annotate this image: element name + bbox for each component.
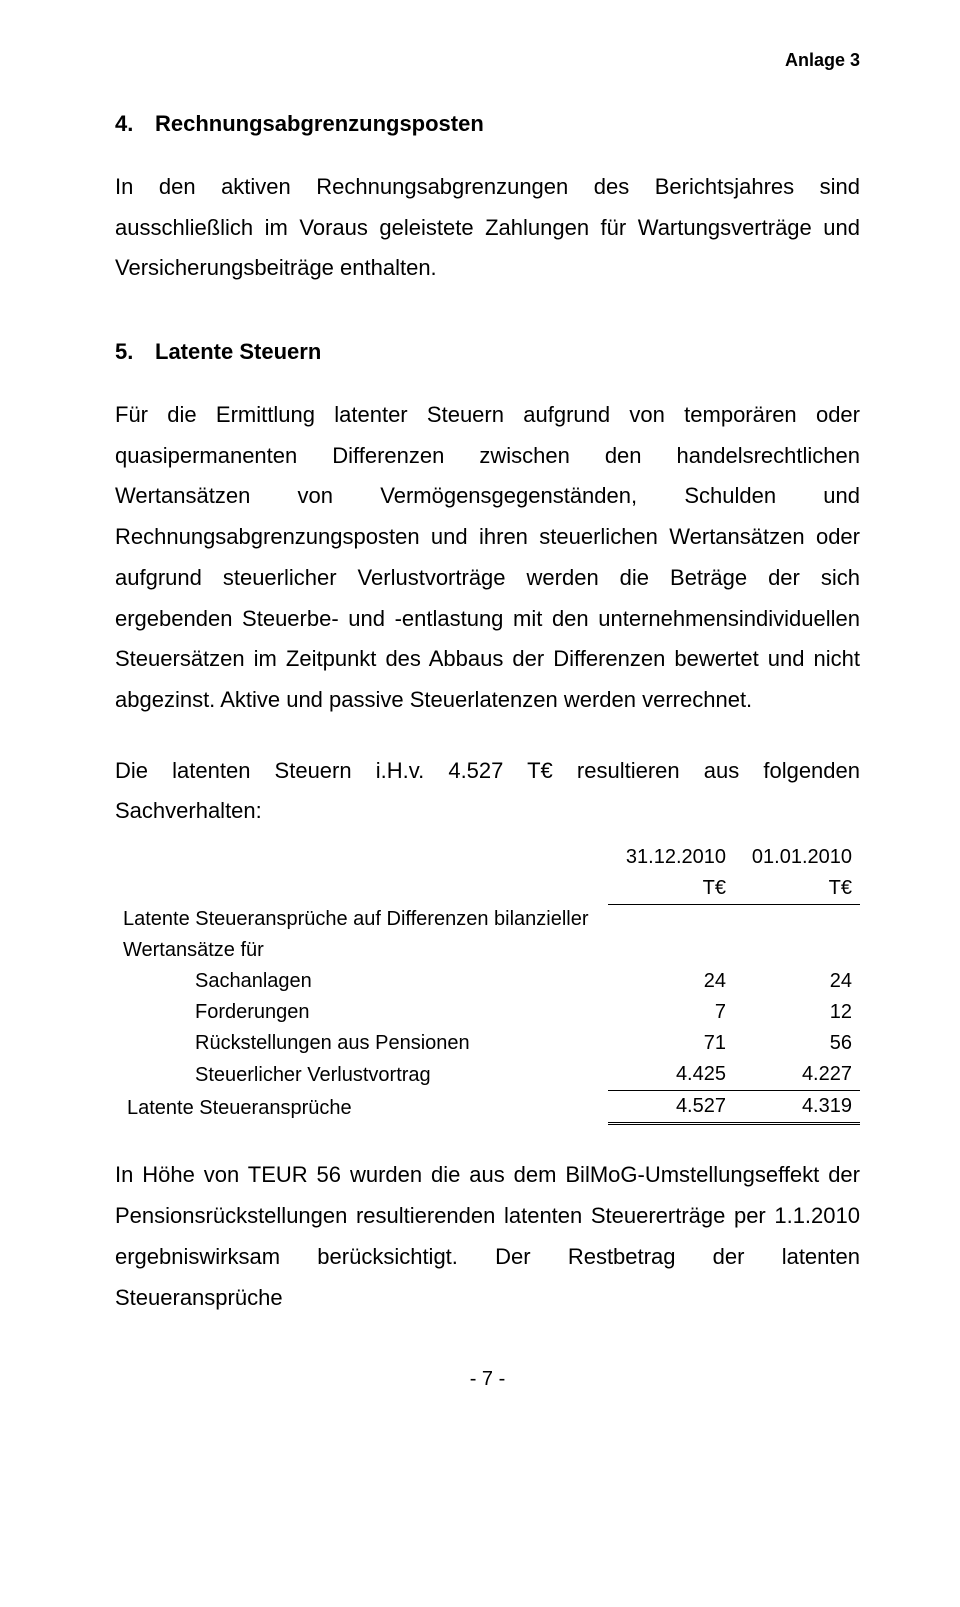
row-val-2: 4.227 [734,1059,860,1091]
table-row: Forderungen 7 12 [115,997,860,1028]
section-4-title: Rechnungsabgrenzungsposten [155,111,484,137]
table-date-1: 31.12.2010 [608,842,734,873]
sum-val-2: 4.319 [734,1091,860,1124]
section-5-paragraph-1: Für die Ermittlung latenter Steuern aufg… [115,395,860,721]
section-4-number: 4. [115,111,155,137]
section-4-heading: 4. Rechnungsabgrenzungsposten [115,111,860,137]
table-row: Steuerlicher Verlustvortrag 4.425 4.227 [115,1059,860,1091]
table-intro-line-1: Latente Steueransprüche auf Differenzen … [115,904,608,935]
row-label: Forderungen [115,997,608,1028]
page-number: - 7 - [115,1368,860,1391]
section-5-paragraph-2: Die latenten Steuern i.H.v. 4.527 T€ res… [115,751,860,832]
table-date-row: 31.12.2010 01.01.2010 [115,842,860,873]
table-sum-row: Latente Steueransprüche 4.527 4.319 [115,1091,860,1124]
sum-label: Latente Steueransprüche [115,1091,608,1124]
row-label: Sachanlagen [115,966,608,997]
table-intro-line-2: Wertansätze für [115,935,608,966]
table-date-2: 01.01.2010 [734,842,860,873]
table-intro-row-2: Wertansätze für [115,935,860,966]
row-val-1: 71 [608,1028,734,1059]
section-5-heading: 5. Latente Steuern [115,339,860,365]
row-val-2: 12 [734,997,860,1028]
row-val-1: 4.425 [608,1059,734,1091]
table-row: Rückstellungen aus Pensionen 71 56 [115,1028,860,1059]
table-unit-1: T€ [608,873,734,905]
table-intro-row-1: Latente Steueransprüche auf Differenzen … [115,904,860,935]
table-unit-row: T€ T€ [115,873,860,905]
table-row: Sachanlagen 24 24 [115,966,860,997]
section-5-number: 5. [115,339,155,365]
row-val-1: 24 [608,966,734,997]
closing-paragraph: In Höhe von TEUR 56 wurden die aus dem B… [115,1155,860,1318]
row-val-1: 7 [608,997,734,1028]
table-unit-2: T€ [734,873,860,905]
row-label: Steuerlicher Verlustvortrag [115,1059,608,1091]
row-val-2: 56 [734,1028,860,1059]
latent-tax-table: 31.12.2010 01.01.2010 T€ T€ Latente Steu… [115,842,860,1126]
row-label: Rückstellungen aus Pensionen [115,1028,608,1059]
header-annex-label: Anlage 3 [115,50,860,71]
sum-val-1: 4.527 [608,1091,734,1124]
section-5-title: Latente Steuern [155,339,321,365]
section-4-paragraph: In den aktiven Rechnungsabgrenzungen des… [115,167,860,289]
row-val-2: 24 [734,966,860,997]
document-page: Anlage 3 4. Rechnungsabgrenzungsposten I… [0,0,960,1607]
